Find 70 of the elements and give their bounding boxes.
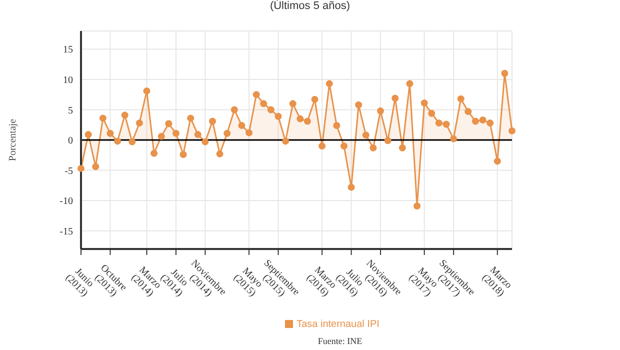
legend-label: Tasa internaual IPI [296, 319, 380, 330]
point [282, 138, 290, 145]
point [246, 129, 253, 136]
point [143, 87, 150, 94]
point [311, 96, 318, 103]
point [442, 120, 450, 128]
point [84, 131, 92, 138]
point [121, 112, 128, 119]
point [92, 163, 100, 170]
point [370, 144, 377, 152]
y-tick-label: -15 [60, 226, 73, 238]
point [377, 107, 384, 114]
point [260, 100, 268, 108]
point [450, 135, 458, 142]
point [406, 80, 414, 88]
point [435, 120, 442, 127]
source-note: Fuente: INE [316, 336, 364, 346]
point [238, 122, 246, 129]
point [180, 151, 187, 158]
point [128, 138, 136, 146]
point [136, 120, 143, 127]
point [472, 118, 479, 125]
point [414, 202, 421, 210]
point [479, 116, 486, 124]
point [501, 70, 508, 77]
point [464, 108, 472, 116]
point [99, 114, 106, 122]
point [333, 122, 340, 129]
point [348, 184, 355, 191]
point [114, 138, 122, 145]
point [398, 144, 406, 152]
point [318, 142, 326, 150]
point [202, 138, 209, 146]
point [486, 120, 494, 127]
point [494, 158, 501, 165]
point [420, 100, 428, 107]
y-tick-label: -10 [60, 196, 73, 208]
point [187, 114, 194, 122]
point [208, 118, 216, 125]
y-tick-label: 15 [63, 44, 73, 56]
point [172, 130, 180, 137]
point [326, 80, 333, 88]
point [392, 94, 399, 102]
point [158, 132, 165, 140]
y-tick-label: 10 [63, 74, 73, 86]
point [267, 106, 274, 114]
point [274, 112, 282, 120]
point [362, 132, 370, 139]
point [304, 118, 311, 125]
point [106, 130, 114, 137]
point [230, 106, 238, 114]
point [296, 115, 304, 122]
point [252, 91, 260, 98]
point [355, 101, 362, 108]
y-tick-label: -5 [64, 166, 73, 177]
point [289, 100, 296, 108]
point [340, 142, 348, 150]
point [457, 95, 464, 102]
point [216, 150, 224, 158]
y-axis-title: Porcentaje [8, 118, 19, 162]
point [428, 110, 436, 117]
point [194, 131, 202, 138]
point [165, 120, 172, 128]
point [384, 137, 392, 144]
point [508, 127, 516, 134]
y-tick-label: 0 [68, 136, 73, 147]
point [224, 130, 231, 137]
point [78, 164, 84, 172]
y-tick-label: 5 [68, 105, 73, 116]
point [150, 150, 158, 157]
